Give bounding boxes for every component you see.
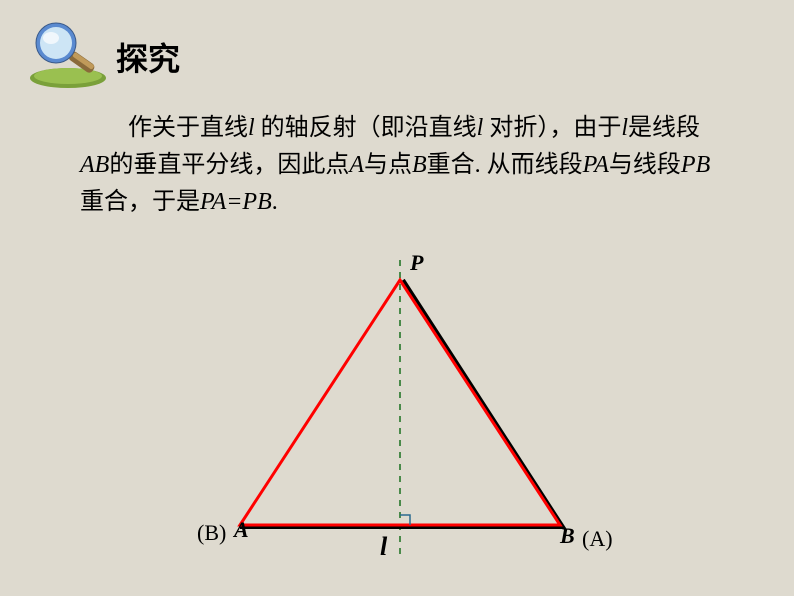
page-title: 探究 — [116, 34, 180, 80]
text-part: 的垂直平分线，因此点 — [109, 152, 349, 178]
label-l: l — [380, 532, 387, 562]
text-part: 对折），由于 — [483, 115, 621, 141]
text-part: . — [272, 189, 278, 215]
text-part: B — [412, 152, 427, 178]
text-part: 与线段 — [609, 152, 681, 178]
label-B: B — [560, 523, 575, 549]
text-part: 重合. 从而线段 — [427, 152, 583, 178]
header: 探究 — [18, 18, 180, 88]
text-part: PA=PB — [200, 189, 272, 215]
text-part: PA — [583, 152, 609, 178]
text-part: 的轴反射（即沿直线 — [255, 115, 477, 141]
label-A: A — [234, 517, 249, 543]
text-part: l — [248, 115, 255, 141]
text-part: 作关于直线 — [128, 115, 248, 141]
label-P: P — [410, 250, 423, 276]
text-part: l — [621, 115, 628, 141]
text-part: 与点 — [364, 152, 412, 178]
label-B-paren: (B) — [197, 520, 226, 546]
text-part: A — [349, 152, 364, 178]
triangle-shadow — [240, 280, 563, 527]
text-part: PB — [681, 152, 710, 178]
body-text: 作关于直线l 的轴反射（即沿直线l 对折），由于l是线段AB的垂直平分线，因此点… — [80, 110, 720, 222]
text-part: AB — [80, 152, 109, 178]
magnifying-glass-icon — [18, 18, 108, 88]
text-part: 重合，于是 — [80, 189, 200, 215]
label-A-paren: (A) — [582, 526, 613, 552]
text-part: 是线段 — [628, 115, 700, 141]
triangle-diagram: P (B) A B (A) l — [180, 250, 620, 580]
